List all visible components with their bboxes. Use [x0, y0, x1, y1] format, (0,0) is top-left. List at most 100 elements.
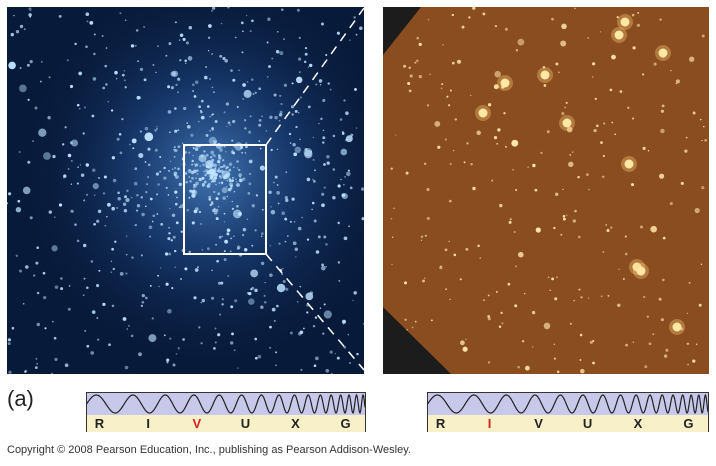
star: [542, 66, 546, 69]
star: [276, 184, 279, 186]
star: [210, 171, 213, 174]
star: [197, 266, 199, 268]
star: [140, 304, 144, 308]
star: [217, 192, 220, 195]
star: [303, 60, 307, 64]
star: [84, 329, 87, 332]
star: [167, 308, 172, 314]
star: [624, 252, 628, 256]
star: [483, 299, 486, 302]
star: [212, 178, 217, 183]
star: [134, 44, 137, 47]
star: [456, 59, 462, 64]
star: [499, 203, 503, 208]
star: [325, 266, 327, 268]
star: [504, 27, 508, 31]
star: [121, 117, 124, 121]
star: [487, 103, 492, 107]
star: [337, 221, 340, 225]
star: [437, 145, 441, 149]
star: [205, 169, 209, 173]
star: [85, 193, 89, 196]
star: [218, 164, 220, 166]
star: [134, 167, 138, 171]
star: [136, 193, 139, 197]
star: [255, 194, 259, 197]
star: [281, 211, 286, 216]
star: [701, 139, 703, 142]
star: [67, 168, 70, 170]
star: [136, 204, 141, 208]
star: [311, 208, 313, 211]
star: [269, 346, 272, 349]
star: [166, 361, 169, 364]
star: [560, 233, 563, 236]
star: [116, 206, 119, 210]
star: [156, 193, 159, 196]
star: [154, 129, 157, 132]
star: [229, 250, 232, 253]
star: [187, 56, 193, 61]
star: [192, 147, 195, 150]
star: [694, 207, 700, 214]
star: [311, 201, 315, 205]
star: [169, 207, 171, 210]
star: [323, 163, 326, 166]
star: [558, 71, 560, 74]
star: [60, 277, 63, 280]
star: [555, 192, 559, 196]
star: [468, 16, 471, 19]
star: [579, 333, 583, 337]
star: [165, 252, 169, 256]
star: [240, 21, 244, 25]
star: [181, 157, 186, 161]
star: [587, 36, 590, 39]
star: [160, 222, 164, 226]
band-label-g: G: [683, 416, 694, 431]
star: [323, 186, 326, 189]
star: [600, 295, 603, 298]
star: [268, 65, 271, 68]
star: [129, 143, 131, 146]
star: [79, 108, 81, 110]
star: [25, 265, 29, 269]
star: [107, 202, 111, 207]
star: [652, 333, 655, 336]
star: [294, 247, 299, 252]
star: [532, 163, 536, 168]
star: [578, 288, 581, 291]
star: [210, 180, 213, 183]
star: [643, 295, 646, 299]
star: [168, 42, 172, 46]
star: [70, 209, 74, 213]
star: [32, 140, 34, 142]
star: [326, 161, 330, 165]
band-label-x: X: [633, 416, 643, 431]
star: [610, 226, 613, 229]
star: [611, 54, 616, 60]
star: [275, 364, 277, 367]
star: [423, 277, 426, 280]
star: [622, 277, 625, 281]
star: [496, 142, 499, 145]
star: [236, 183, 240, 187]
star: [277, 31, 279, 33]
star: [110, 271, 113, 273]
star: [63, 174, 67, 178]
star: [134, 223, 137, 227]
star: [230, 341, 234, 345]
star: [342, 319, 346, 324]
star: [132, 147, 135, 150]
star: [238, 178, 243, 183]
star: [214, 140, 218, 144]
star: [125, 272, 128, 275]
infrared-image-canvas: [383, 7, 709, 374]
star: [69, 84, 74, 89]
star: [395, 134, 397, 136]
star: [283, 38, 285, 41]
star: [172, 363, 176, 367]
star: [236, 205, 239, 208]
star: [299, 330, 304, 335]
star: [580, 296, 583, 299]
star: [415, 59, 419, 63]
